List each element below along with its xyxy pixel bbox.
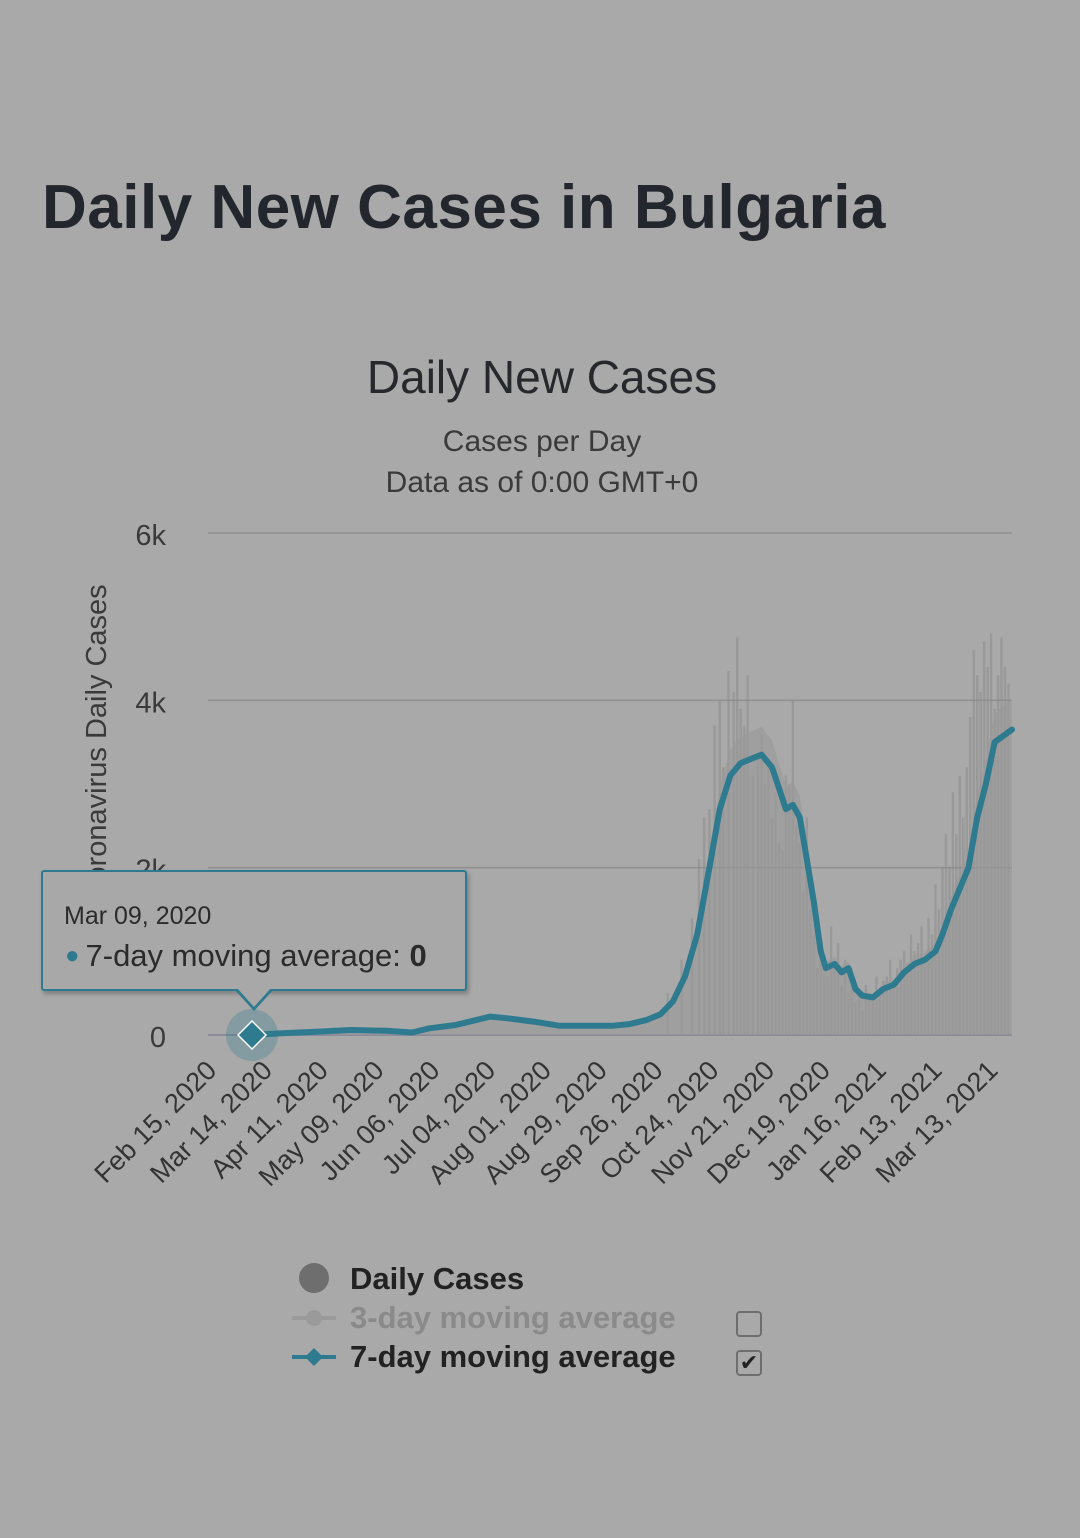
tooltip-series-label: 7-day moving average: xyxy=(85,938,401,973)
legend-symbol-daily-cases xyxy=(299,1263,329,1293)
legend-label-7day: 7-day moving average xyxy=(350,1339,676,1374)
chart-subtitle-line-1: Cases per Day xyxy=(443,425,641,458)
y-tick-label: 4k xyxy=(135,687,166,719)
legend-label-daily-cases: Daily Cases xyxy=(350,1261,525,1296)
legend-item-7day[interactable]: 7-day moving average xyxy=(290,1337,676,1377)
legend-item-daily-cases[interactable]: Daily Cases xyxy=(290,1259,524,1299)
y-tick-label: 6k xyxy=(135,520,166,552)
checkbox-7day[interactable]: ✔ xyxy=(736,1350,762,1376)
chart-subtitle-line-2: Data as of 0:00 GMT+0 xyxy=(386,466,699,499)
legend-symbol-3day xyxy=(306,1310,322,1326)
tooltip-date: Mar 09, 2020 xyxy=(64,902,212,930)
series-line-7day xyxy=(249,726,1015,1038)
y-tick-label: 0 xyxy=(150,1022,166,1054)
tooltip-arrow-fill xyxy=(237,988,271,1007)
highlight-marker[interactable] xyxy=(236,1019,268,1051)
legend-label-3day: 3-day moving average xyxy=(350,1300,676,1335)
legend-symbol-7day xyxy=(305,1348,323,1366)
tooltip-row: ● 7-day moving average: 0 xyxy=(65,938,427,974)
checkmark-icon: ✔ xyxy=(739,1350,759,1375)
legend-item-3day[interactable]: 3-day moving average xyxy=(290,1298,676,1338)
series-dot-icon: ● xyxy=(65,942,80,969)
checkbox-3day[interactable] xyxy=(736,1311,762,1337)
page-title: Daily New Cases in Bulgaria xyxy=(42,173,886,242)
tooltip: Mar 09, 2020 ● 7-day moving average: 0 xyxy=(41,870,467,991)
chart-title: Daily New Cases xyxy=(367,351,717,403)
tooltip-value: 0 xyxy=(409,938,427,973)
